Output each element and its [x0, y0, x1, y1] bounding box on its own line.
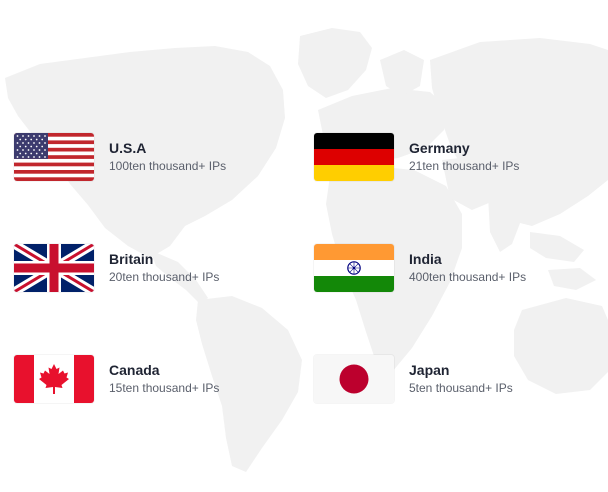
ip-count: 20ten thousand+ IPs [109, 270, 220, 284]
ip-count: 5ten thousand+ IPs [409, 381, 513, 395]
country-name: Britain [109, 251, 154, 267]
ip-count: 400ten thousand+ IPs [409, 270, 527, 284]
location-text: Canada 15ten thousand+ IPs [109, 362, 219, 396]
location-text: Germany 21ten thousand+ IPs [409, 140, 519, 174]
uk-flag-icon [14, 244, 94, 292]
location-india: India 400ten thousand+ IPs [314, 243, 526, 293]
location-japan: Japan 5ten thousand+ IPs [314, 354, 513, 404]
location-text: India 400ten thousand+ IPs [409, 251, 526, 285]
india-flag-icon [314, 244, 394, 292]
country-name: Japan [409, 362, 450, 378]
usa-flag-icon [14, 133, 94, 181]
country-name: Canada [109, 362, 160, 378]
location-germany: Germany 21ten thousand+ IPs [314, 132, 519, 182]
location-text: U.S.A 100ten thousand+ IPs [109, 140, 226, 174]
location-text: Britain 20ten thousand+ IPs [109, 251, 219, 285]
country-name: U.S.A [109, 140, 147, 156]
location-canada: Canada 15ten thousand+ IPs [14, 354, 219, 404]
location-usa: U.S.A 100ten thousand+ IPs [14, 132, 226, 182]
ip-count: 15ten thousand+ IPs [109, 381, 220, 395]
country-name: Germany [409, 140, 470, 156]
country-name: India [409, 251, 442, 267]
japan-flag-icon [314, 355, 394, 403]
canada-flag-icon [14, 355, 94, 403]
location-britain: Britain 20ten thousand+ IPs [14, 243, 219, 293]
germany-flag-icon [314, 133, 394, 181]
ip-count: 100ten thousand+ IPs [109, 159, 227, 173]
ip-count: 21ten thousand+ IPs [409, 159, 520, 173]
location-text: Japan 5ten thousand+ IPs [409, 362, 513, 396]
